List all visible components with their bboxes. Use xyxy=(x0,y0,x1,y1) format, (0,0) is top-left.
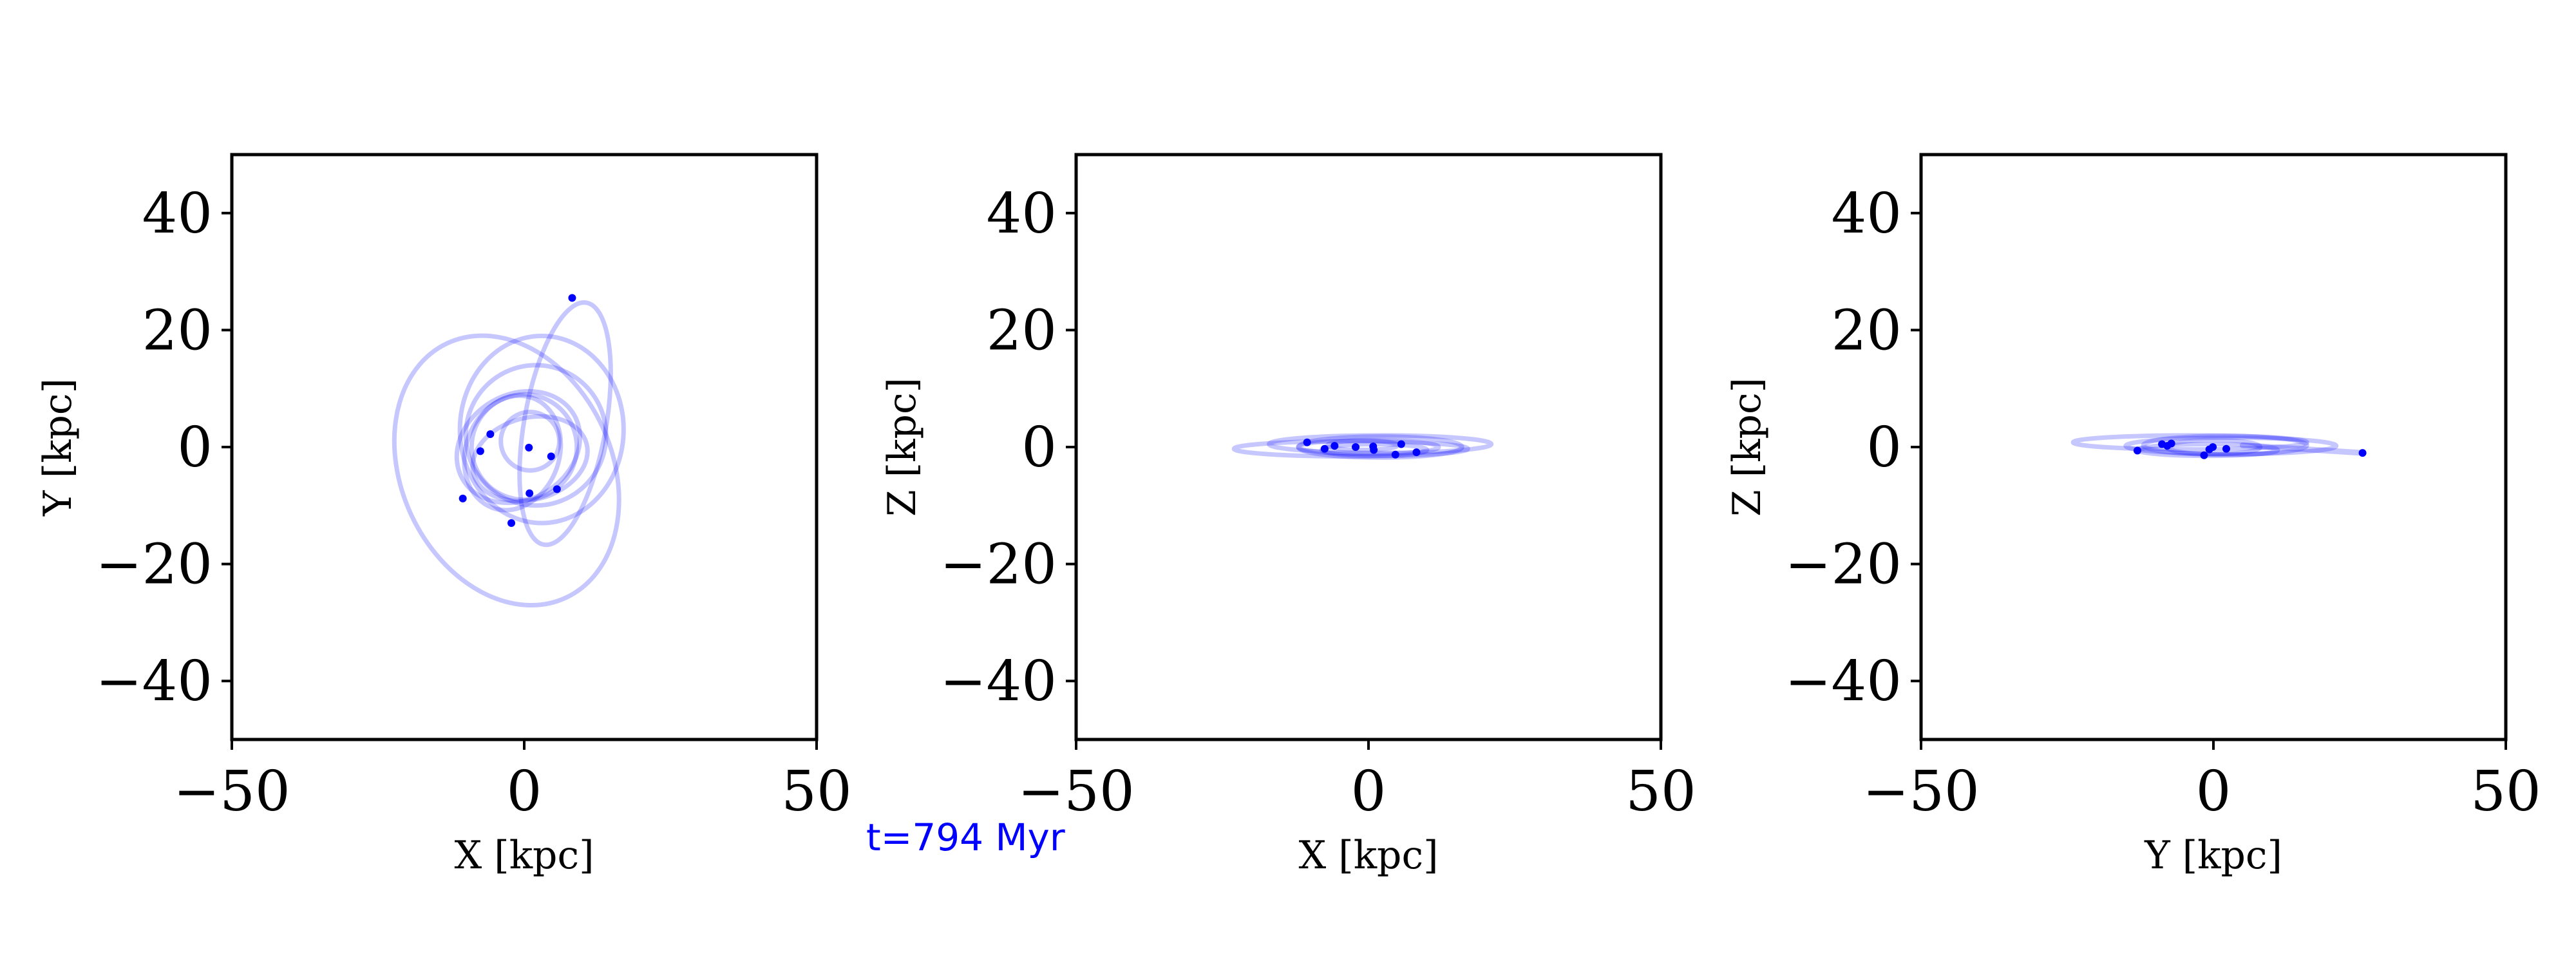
data-point xyxy=(1397,440,1405,448)
orbit-trail xyxy=(2239,442,2366,456)
y-tick-label: 40 xyxy=(987,182,1057,246)
plot-area xyxy=(392,294,626,608)
x-tick-label: 0 xyxy=(507,759,542,824)
data-point xyxy=(476,447,484,455)
data-point xyxy=(459,494,467,502)
orbit-trail xyxy=(462,393,564,513)
x-axis-label: X [kpc] xyxy=(1299,833,1439,878)
y-tick-label: −40 xyxy=(96,649,213,714)
data-point xyxy=(1352,443,1360,451)
data-point xyxy=(1412,448,1421,457)
x-tick-label: 50 xyxy=(2470,759,2541,824)
data-point xyxy=(553,485,561,493)
y-tick-label: 0 xyxy=(1021,415,1057,480)
data-point xyxy=(1303,438,1311,446)
x-tick-label: −50 xyxy=(173,759,290,824)
plot-area xyxy=(2070,433,2367,459)
x-tick-label: 50 xyxy=(781,759,851,824)
orbit-trail xyxy=(469,392,580,502)
data-point xyxy=(2167,439,2175,448)
plot-area xyxy=(1231,433,1494,460)
y-tick-label: 20 xyxy=(1832,298,1902,363)
orbit-trail xyxy=(1296,437,1441,457)
orbit-trail xyxy=(1231,439,1470,459)
orbit-trail xyxy=(1267,433,1494,455)
orbit-trail xyxy=(463,363,609,508)
x-tick-label: 50 xyxy=(1625,759,1696,824)
x-tick-label: −50 xyxy=(1862,759,1980,824)
data-point xyxy=(507,519,516,528)
y-tick-label: 40 xyxy=(1832,182,1902,246)
panels: −50 0 50 −40 −20 0 20 40 X [kpc] Y [kpc] −50 0 50 −40… xyxy=(35,153,2541,878)
orbit-trail xyxy=(2141,434,2309,457)
orbit-trail xyxy=(392,333,621,608)
y-tick-label: −20 xyxy=(1785,533,1902,597)
y-axis-label: Y [kpc] xyxy=(35,378,80,517)
data-point xyxy=(2209,443,2217,451)
y-tick-label: −40 xyxy=(1785,649,1902,714)
y-axis-label: Z [kpc] xyxy=(1725,377,1770,517)
data-point xyxy=(1391,450,1399,459)
y-tick-label: −20 xyxy=(940,533,1057,597)
x-tick-label: 0 xyxy=(2196,759,2231,824)
panel-1: −50 0 50 −40 −20 0 20 40 X [kpc] Y [kpc] xyxy=(35,153,852,878)
data-point xyxy=(2358,449,2367,457)
data-point xyxy=(1320,444,1329,453)
data-point xyxy=(486,430,495,439)
time-label: t=794 Myr xyxy=(866,816,1065,859)
orbit-trail xyxy=(457,333,626,526)
data-point xyxy=(2133,446,2141,455)
x-tick-label: 0 xyxy=(1351,759,1387,824)
y-tick-label: 0 xyxy=(1866,415,1902,480)
orbit-trail xyxy=(498,410,562,473)
data-point xyxy=(526,489,534,497)
y-tick-label: 0 xyxy=(177,415,213,480)
data-point xyxy=(2200,451,2208,459)
y-tick-label: 20 xyxy=(142,298,213,363)
orbit-trail xyxy=(2070,433,2309,452)
orbit-trail xyxy=(2123,435,2339,457)
y-tick-label: −20 xyxy=(96,533,213,597)
x-tick-label: −50 xyxy=(1018,759,1135,824)
panel-2: −50 0 50 −40 −20 0 20 40 X [kpc] Z [kpc] xyxy=(880,153,1696,878)
data-point xyxy=(2222,444,2230,453)
panel-3: −50 0 50 −40 −20 0 20 40 Y [kpc] Z [kpc] xyxy=(1725,153,2541,878)
data-point xyxy=(547,452,555,461)
x-axis-label: Y [kpc] xyxy=(2144,833,2282,878)
y-tick-label: 40 xyxy=(142,182,213,246)
y-axis-label: Z [kpc] xyxy=(880,377,925,517)
data-point xyxy=(1370,446,1378,454)
data-point xyxy=(568,294,576,302)
y-tick-label: −40 xyxy=(940,649,1057,714)
orbit-trail xyxy=(1296,434,1464,460)
orbit-trail xyxy=(470,414,590,504)
x-axis-label: X [kpc] xyxy=(455,833,594,878)
orbit-trail xyxy=(517,300,613,548)
y-tick-label: 20 xyxy=(987,298,1057,363)
orbit-trail xyxy=(454,388,583,506)
data-point xyxy=(1331,442,1339,450)
data-point xyxy=(525,443,533,452)
